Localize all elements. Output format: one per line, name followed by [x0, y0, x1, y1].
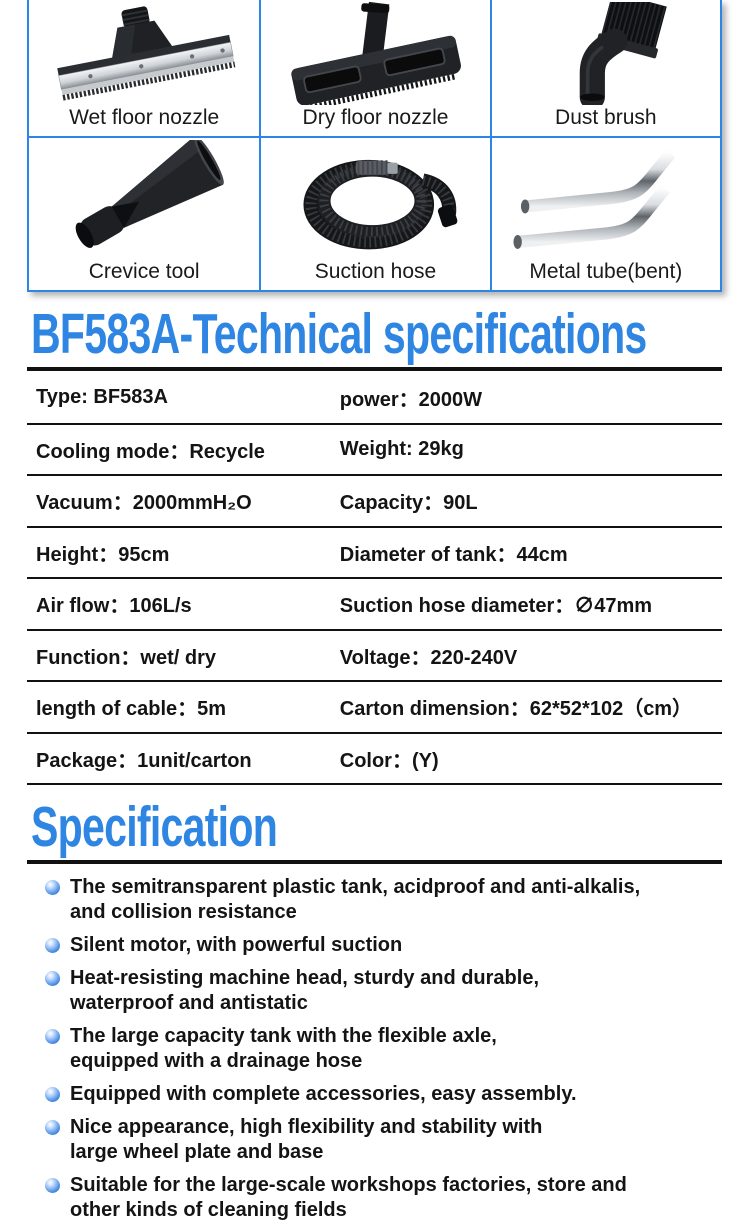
spec-cell: power：2000W: [339, 389, 483, 412]
spec-row-cooling-weight: Cooling mode：Recycle Weight: 29kg: [27, 425, 722, 476]
accessory-cell-dust-brush: Dust brush: [489, 0, 720, 136]
specification-text: Silent motor, with powerful suction: [70, 934, 403, 956]
tech-specs-table: Type: BF583A power：2000W Cooling mode：Re…: [27, 373, 722, 785]
accessory-image-wrap: [492, 138, 720, 261]
bullet-icon: [45, 880, 60, 895]
bullet-icon: [45, 1120, 60, 1135]
specification-text: Equipped with complete accessories, easy…: [70, 1083, 577, 1105]
specification-item: Suitable for the large-scale workshops f…: [27, 1173, 699, 1223]
spec-row-package-color: Package：1unit/carton Color：(Y): [27, 734, 722, 785]
bullet-icon: [45, 971, 60, 986]
spec-cell: Air flow：106L/s: [36, 595, 192, 618]
specification-text: The large capacity tank with the flexibl…: [70, 1025, 497, 1072]
specification-text: Suitable for the large-scale workshops f…: [70, 1174, 627, 1221]
spec-cell: Type: BF583A: [36, 386, 168, 409]
dust-brush-icon: [579, 2, 667, 105]
spec-cell: length of cable：5m: [36, 698, 227, 721]
accessory-label: Suction hose: [314, 259, 437, 283]
spec-row-height-diameter: Height：95cm Diameter of tank：44cm: [27, 528, 722, 579]
section-divider: [27, 367, 722, 371]
metal-tube-bent-icon: [512, 149, 675, 250]
accessory-cell-dry-floor-nozzle: Dry floor nozzle: [259, 0, 489, 136]
accessory-label: Wet floor nozzle: [69, 105, 220, 129]
spec-cell: Voltage：220-240V: [339, 646, 518, 669]
accessories-grid: Wet floor nozzle Dry floor nozzle: [27, 0, 722, 292]
specification-list: The semitransparent plastic tank, acidpr…: [27, 875, 699, 1223]
bullet-icon: [45, 1029, 60, 1044]
specification-item: The large capacity tank with the flexibl…: [27, 1024, 699, 1074]
accessory-cell-crevice-tool: Crevice tool: [29, 136, 260, 290]
spec-cell: Vacuum：2000mmH₂O: [36, 492, 252, 515]
accessory-label: Dry floor nozzle: [302, 105, 449, 129]
spec-cell: Function：wet/ dry: [36, 646, 216, 669]
accessory-image-wrap: [29, 138, 259, 261]
accessory-cell-suction-hose: Suction hose: [259, 136, 490, 290]
specification-text: Nice appearance, high flexibility and st…: [70, 1116, 543, 1163]
spec-cell: Color：(Y): [339, 749, 439, 772]
accessory-image-wrap: [261, 138, 489, 261]
spec-row-type-power: Type: BF583A power：2000W: [27, 373, 722, 425]
accessory-label: Dust brush: [555, 105, 657, 129]
spec-cell: Height：95cm: [36, 543, 170, 566]
suction-hose-icon: [303, 160, 458, 250]
accessory-cell-metal-tube: Metal tube(bent): [489, 136, 720, 290]
bullet-icon: [45, 1178, 60, 1193]
specification-title: Specification: [31, 795, 278, 859]
spec-row-function-voltage: Function：wet/ dry Voltage：220-240V: [27, 631, 722, 682]
accessory-label: Crevice tool: [88, 259, 200, 283]
accessory-label: Metal tube(bent): [529, 259, 683, 283]
spec-cell: Diameter of tank：44cm: [339, 543, 568, 566]
accessory-cell-wet-floor-nozzle: Wet floor nozzle: [29, 0, 259, 136]
bullet-icon: [45, 938, 60, 953]
specification-text: Heat-resisting machine head, sturdy and …: [70, 967, 540, 1014]
dry-floor-nozzle-icon: [291, 2, 462, 105]
accessory-image-wrap: [29, 0, 259, 107]
accessory-image-wrap: [261, 0, 489, 107]
spec-cell: Package：1unit/carton: [36, 749, 252, 772]
spec-cell: Carton dimension：62*52*102（cm）: [339, 698, 693, 721]
specification-item: Equipped with complete accessories, easy…: [27, 1082, 699, 1107]
spec-cell: Capacity：90L: [339, 492, 478, 515]
spec-cell: Weight: 29kg: [339, 437, 464, 460]
specification-text: The semitransparent plastic tank, acidpr…: [70, 876, 641, 923]
spec-row-vacuum-capacity: Vacuum：2000mmH₂O Capacity：90L: [27, 476, 722, 528]
crevice-tool-icon: [75, 140, 224, 249]
spec-cell: Cooling mode：Recycle: [36, 440, 265, 463]
bullet-icon: [45, 1087, 60, 1102]
spec-row-airflow-hose: Air flow：106L/s Suction hose diameter：∅4…: [27, 579, 722, 631]
specification-item: Heat-resisting machine head, sturdy and …: [27, 966, 699, 1016]
specification-item: The semitransparent plastic tank, acidpr…: [27, 875, 699, 925]
specification-item: Nice appearance, high flexibility and st…: [27, 1115, 699, 1165]
tech-specs-title: BF583A-Technical specifications: [31, 302, 647, 366]
accessory-image-wrap: [492, 0, 720, 107]
spec-row-cable-carton: length of cable：5m Carton dimension：62*5…: [27, 682, 722, 734]
specification-item: Silent motor, with powerful suction: [27, 933, 699, 958]
wet-floor-nozzle-icon: [57, 6, 236, 101]
spec-cell: Suction hose diameter：∅47mm: [339, 595, 653, 618]
section-divider: [27, 860, 722, 864]
